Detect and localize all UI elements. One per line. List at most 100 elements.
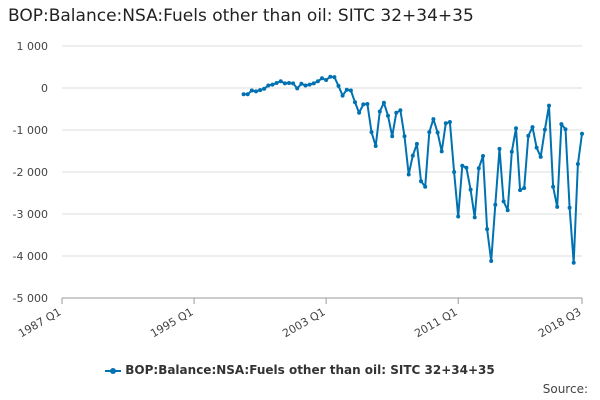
- data-point: [501, 199, 506, 204]
- data-point: [282, 81, 287, 86]
- legend-series-label: BOP:Balance:NSA:Fuels other than oil: SI…: [125, 363, 495, 377]
- data-point: [489, 259, 494, 263]
- data-point: [262, 86, 267, 91]
- data-point: [563, 127, 568, 132]
- data-point: [571, 260, 576, 265]
- data-point: [476, 166, 481, 171]
- data-point: [580, 131, 584, 136]
- data-point: [522, 186, 527, 190]
- data-point: [365, 102, 370, 106]
- data-point: [575, 162, 580, 166]
- data-point: [258, 88, 263, 93]
- data-point: [254, 89, 258, 94]
- data-point: [377, 109, 382, 114]
- y-tick-label: -4 000: [13, 250, 48, 263]
- x-tick-label: 2018 Q3: [536, 305, 583, 340]
- data-point: [439, 149, 444, 154]
- data-point: [551, 184, 556, 189]
- data-point: [266, 83, 271, 88]
- x-axis: 1987 Q1 1995 Q1 2003 Q1 2011 Q1 2018 Q3: [16, 297, 584, 340]
- data-point: [299, 81, 304, 86]
- data-point: [274, 81, 279, 85]
- data-point: [311, 81, 316, 86]
- data-point: [270, 82, 275, 87]
- data-point: [481, 154, 485, 158]
- plot-area: [241, 74, 584, 265]
- data-point: [419, 179, 423, 184]
- data-point: [514, 126, 518, 131]
- data-point: [398, 108, 403, 113]
- data-point: [245, 92, 250, 97]
- data-point: [423, 184, 428, 189]
- chart-title: BOP:Balance:NSA:Fuels other than oil: SI…: [8, 6, 474, 26]
- data-point: [497, 146, 502, 151]
- data-point: [456, 214, 461, 219]
- data-point: [547, 103, 551, 108]
- data-point: [390, 134, 395, 139]
- data-point: [567, 205, 572, 210]
- data-point: [357, 110, 362, 115]
- data-point: [538, 154, 543, 159]
- data-point: [559, 122, 564, 127]
- data-point: [485, 227, 490, 232]
- data-point: [468, 187, 473, 192]
- data-point: [464, 165, 469, 170]
- data-point: [336, 83, 341, 88]
- x-tick-label: 1995 Q1: [148, 305, 195, 340]
- data-point: [414, 141, 419, 146]
- data-point: [241, 92, 246, 97]
- data-point: [526, 133, 531, 138]
- y-axis-ticks: 1 000 0 -1 000 -2 000 -3 000 -4 000 -5 000: [13, 40, 48, 305]
- data-point: [287, 81, 291, 85]
- data-point: [328, 74, 333, 79]
- data-point: [348, 88, 353, 93]
- data-point: [295, 86, 300, 91]
- y-tick-label: -1 000: [13, 124, 48, 137]
- data-point: [361, 102, 366, 107]
- data-point: [307, 82, 312, 87]
- data-point: [291, 81, 296, 86]
- y-tick-label: -3 000: [13, 208, 48, 221]
- data-point: [447, 120, 452, 124]
- data-point: [369, 130, 374, 135]
- data-point: [332, 75, 337, 80]
- legend[interactable]: BOP:Balance:NSA:Fuels other than oil: SI…: [0, 363, 600, 377]
- data-point: [493, 202, 498, 207]
- series-line: [243, 75, 583, 264]
- x-tick-label: 1987 Q1: [16, 305, 63, 340]
- data-point: [452, 170, 457, 174]
- data-point: [406, 172, 411, 177]
- data-point: [353, 100, 357, 105]
- data-point: [460, 163, 465, 168]
- data-point: [340, 93, 345, 98]
- y-tick-label: -2 000: [13, 166, 48, 179]
- data-point: [431, 117, 436, 122]
- x-tick-label: 2011 Q1: [412, 305, 459, 340]
- data-point: [555, 204, 560, 209]
- data-point: [472, 215, 477, 220]
- data-point: [542, 127, 547, 132]
- data-point: [427, 130, 432, 135]
- data-point: [518, 188, 523, 193]
- data-point: [435, 130, 440, 135]
- data-point: [381, 100, 386, 105]
- data-point: [324, 78, 329, 82]
- data-point: [443, 121, 448, 126]
- data-point: [505, 208, 510, 213]
- data-point: [278, 79, 283, 84]
- legend-series-marker-icon: [105, 367, 122, 374]
- source-label: Source:: [542, 382, 588, 396]
- data-point: [534, 145, 539, 150]
- data-point: [509, 149, 514, 154]
- y-tick-label: -5 000: [13, 292, 48, 305]
- data-point: [402, 134, 407, 139]
- data-point: [249, 88, 254, 93]
- data-point: [410, 153, 415, 158]
- data-point: [303, 83, 308, 88]
- data-point: [315, 79, 320, 84]
- gridlines: [62, 45, 582, 299]
- y-tick-label: 1 000: [17, 40, 49, 53]
- y-tick-label: 0: [41, 82, 48, 95]
- data-point: [320, 76, 324, 81]
